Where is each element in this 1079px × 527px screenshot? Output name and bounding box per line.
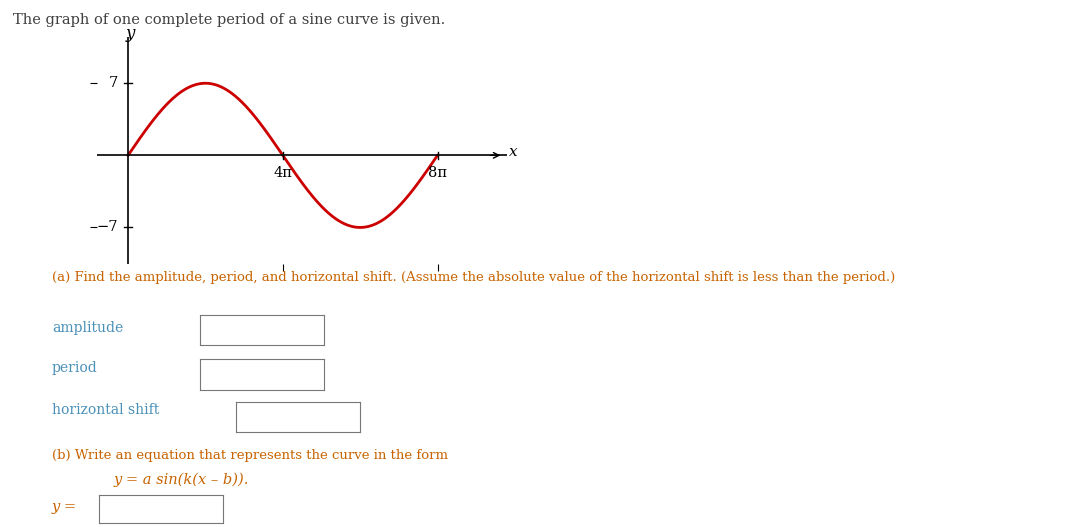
Text: x: x (509, 145, 518, 159)
Text: (a) Find the amplitude, period, and horizontal shift. (Assume the absolute value: (a) Find the amplitude, period, and hori… (52, 271, 896, 285)
Text: y = a sin(k(x – b)).: y = a sin(k(x – b)). (113, 473, 248, 487)
Text: −7: −7 (97, 220, 119, 235)
Text: The graph of one complete period of a sine curve is given.: The graph of one complete period of a si… (13, 13, 446, 27)
Text: 4π: 4π (273, 165, 292, 180)
Text: y =: y = (52, 500, 77, 514)
Text: amplitude: amplitude (52, 321, 123, 336)
Text: period: period (52, 361, 97, 375)
Text: 8π: 8π (428, 165, 447, 180)
Text: 7: 7 (109, 76, 119, 90)
Text: y: y (125, 25, 135, 42)
Text: horizontal shift: horizontal shift (52, 403, 159, 417)
Text: (b) Write an equation that represents the curve in the form: (b) Write an equation that represents th… (52, 449, 448, 462)
